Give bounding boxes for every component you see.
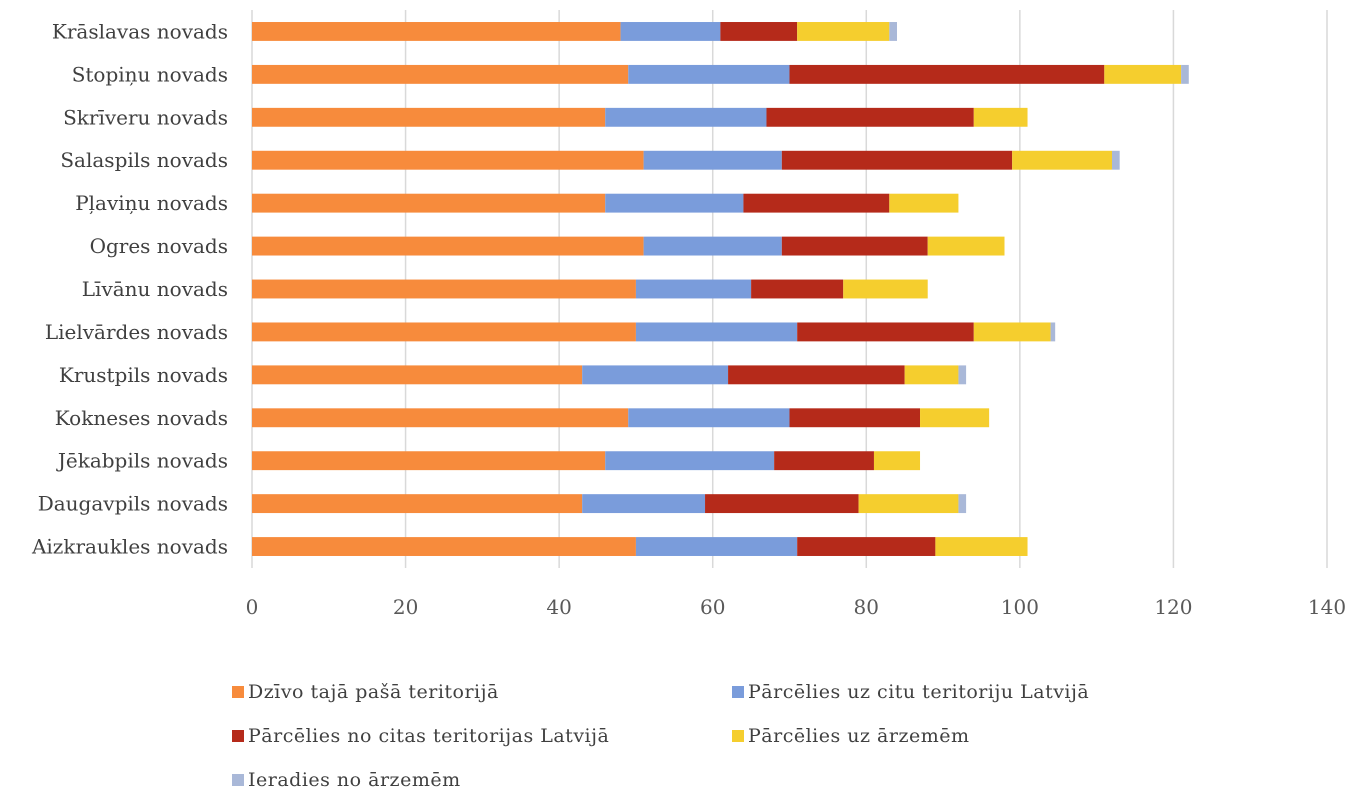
category-label: Ogres novads <box>90 234 228 258</box>
legend-item: Dzīvo tajā pašā teritorijā <box>232 681 499 703</box>
x-tick-label: 40 <box>546 595 571 619</box>
bar-segment-series-0 <box>252 64 629 84</box>
bar-segment-series-0 <box>252 494 583 514</box>
x-tick-label: 60 <box>700 595 725 619</box>
bar-segment-series-2 <box>789 408 921 428</box>
bar-segment-series-3 <box>1012 150 1112 170</box>
bar-segment-series-0 <box>252 150 644 170</box>
bar-segment-series-4 <box>958 365 967 385</box>
bar-segment-series-1 <box>620 22 721 41</box>
bar-segment-series-1 <box>635 279 752 299</box>
bar-segment-series-0 <box>252 193 606 213</box>
x-tick-label: 100 <box>1001 595 1039 619</box>
bar-segment-series-1 <box>635 537 798 556</box>
bar-segment-series-3 <box>973 322 1051 342</box>
legend-swatch <box>232 774 244 786</box>
bar-segment-series-1 <box>582 494 706 514</box>
x-tick-label: 120 <box>1154 595 1192 619</box>
legend-swatch <box>732 686 744 698</box>
bar-segment-series-3 <box>927 236 1005 256</box>
bar-segment-series-3 <box>873 451 921 471</box>
bar-segment-series-2 <box>781 150 1013 170</box>
bar-segment-series-0 <box>252 236 644 256</box>
category-label: Līvānu novads <box>82 277 228 301</box>
bar-segment-series-1 <box>643 236 782 256</box>
bar-segment-series-4 <box>1181 64 1189 84</box>
legend-swatch <box>232 686 244 698</box>
category-label: Salaspils novads <box>60 148 228 172</box>
legend-item: Pārcēlies uz ārzemēm <box>732 725 970 747</box>
bar-segment-series-3 <box>858 494 959 514</box>
legend-item: Pārcēlies no citas teritorijas Latvijā <box>232 725 609 747</box>
bar-segment-series-0 <box>252 451 606 471</box>
bar-segment-series-1 <box>628 408 790 428</box>
category-label: Kokneses novads <box>55 406 228 430</box>
bar-segment-series-3 <box>889 193 959 213</box>
x-tick-label: 140 <box>1308 595 1346 619</box>
bar-segment-series-0 <box>252 22 621 41</box>
legend-label: Dzīvo tajā pašā teritorijā <box>248 681 499 703</box>
bar-segment-series-4 <box>958 494 967 514</box>
bar-segment-series-2 <box>797 322 974 342</box>
bar-segment-series-3 <box>904 365 959 385</box>
x-tick-label: 20 <box>393 595 418 619</box>
bar-segment-series-1 <box>635 322 798 342</box>
legend-label: Pārcēlies no citas teritorijas Latvijā <box>248 725 610 747</box>
bar-segment-series-3 <box>973 107 1028 127</box>
bar-segment-series-4 <box>889 22 897 41</box>
bar-segment-series-2 <box>797 537 936 556</box>
bar-segment-series-0 <box>252 279 636 299</box>
legend-label: Ieradies no ārzemēm <box>248 769 461 791</box>
bar-segment-series-1 <box>605 451 775 471</box>
x-tick-label: 0 <box>246 595 259 619</box>
legend-item: Ieradies no ārzemēm <box>232 769 461 791</box>
category-labels: Krāslavas novads Stopiņu novads Skrīveru n… <box>31 19 228 558</box>
bar-segment-series-4 <box>1050 322 1056 342</box>
bar-segment-series-1 <box>605 193 744 213</box>
category-label: Pļaviņu novads <box>75 191 228 215</box>
category-label: Lielvārdes novads <box>45 320 228 344</box>
bar-segment-series-3 <box>843 279 928 299</box>
bar-segment-series-2 <box>743 193 890 213</box>
category-label: Aizkraukles novads <box>31 535 228 559</box>
bar-segment-series-2 <box>705 494 859 514</box>
bar-segment-series-2 <box>789 64 1105 84</box>
category-label: Krustpils novads <box>59 363 228 387</box>
legend-swatch <box>232 730 244 742</box>
bar-segment-series-0 <box>252 365 583 385</box>
bar-segment-series-2 <box>720 22 798 41</box>
bar-segment-series-2 <box>781 236 928 256</box>
bar-segment-series-0 <box>252 107 606 127</box>
category-label: Krāslavas novads <box>52 19 228 43</box>
x-axis-tick-labels: 0 20 40 60 80 100 120 140 <box>246 595 1346 619</box>
category-label: Daugavpils novads <box>38 492 228 516</box>
bar-segment-series-3 <box>797 22 890 41</box>
bar-segment-series-0 <box>252 408 629 428</box>
legend-label: Pārcēlies uz ārzemēm <box>748 725 970 747</box>
bar-segment-series-4 <box>1112 150 1120 170</box>
bar-segment-series-2 <box>766 107 974 127</box>
bar-segment-series-3 <box>1104 64 1182 84</box>
bar-segment-series-3 <box>920 408 990 428</box>
bar-segment-series-1 <box>605 107 767 127</box>
category-label: Jēkabpils novads <box>56 449 228 473</box>
bar-segment-series-3 <box>935 537 1028 556</box>
legend-item: Pārcēlies uz citu teritoriju Latvijā <box>732 681 1089 703</box>
category-label: Stopiņu novads <box>72 62 228 86</box>
legend-label: Pārcēlies uz citu teritoriju Latvijā <box>748 681 1090 703</box>
bar-segment-series-1 <box>582 365 729 385</box>
bar-segment-series-0 <box>252 537 636 556</box>
bars-group <box>252 22 1189 556</box>
bar-segment-series-1 <box>628 64 790 84</box>
x-tick-label: 80 <box>854 595 879 619</box>
bar-segment-series-2 <box>774 451 874 471</box>
bar-segment-series-0 <box>252 322 636 342</box>
category-label: Skrīveru novads <box>63 105 228 129</box>
bar-segment-series-1 <box>643 150 782 170</box>
bar-segment-series-2 <box>751 279 844 299</box>
bar-segment-series-2 <box>728 365 905 385</box>
legend-swatch <box>732 730 744 742</box>
